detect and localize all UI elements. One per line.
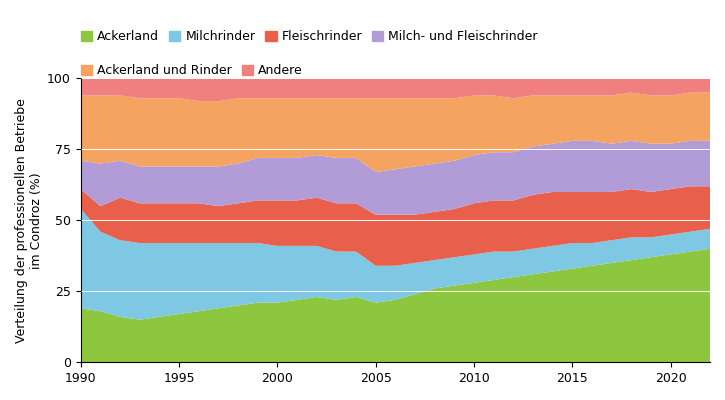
Y-axis label: Verteilung der professionellen Betriebe
im Condroz (%): Verteilung der professionellen Betriebe … — [15, 98, 43, 343]
Legend: Ackerland und Rinder, Andere: Ackerland und Rinder, Andere — [80, 64, 303, 77]
